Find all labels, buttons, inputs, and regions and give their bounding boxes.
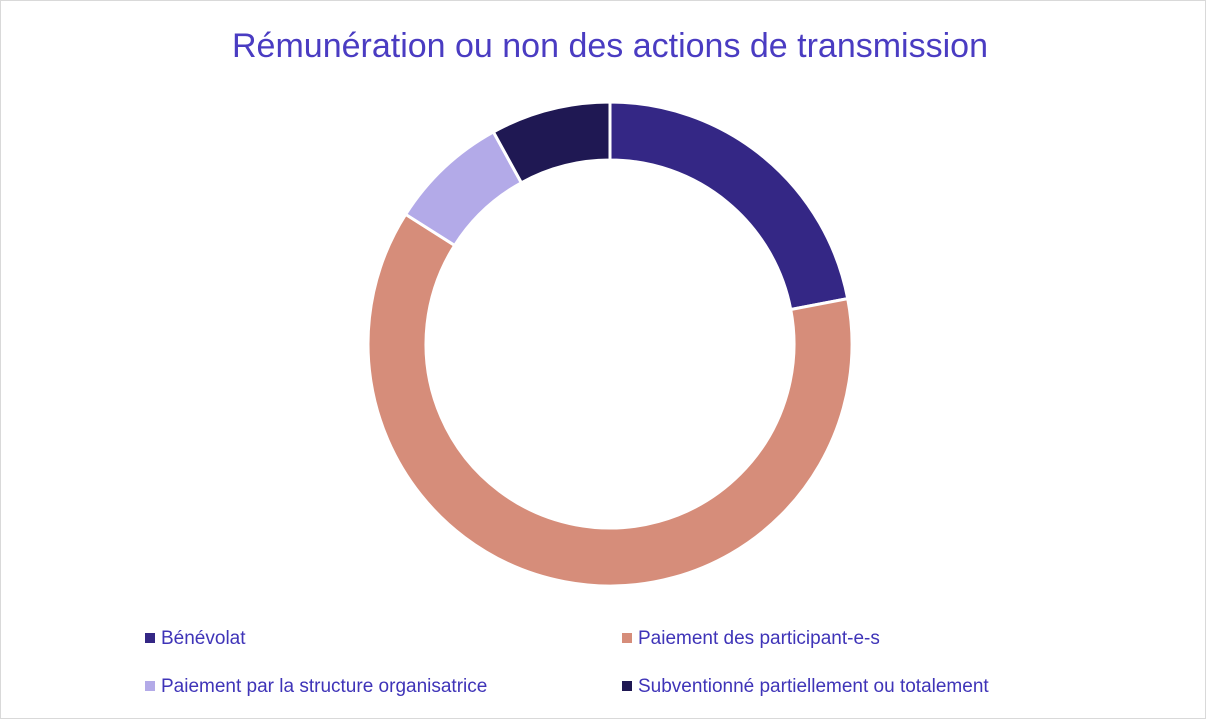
donut-segment xyxy=(491,100,612,185)
legend-label: Bénévolat xyxy=(161,628,246,649)
legend-swatch xyxy=(145,681,155,691)
legend-swatch xyxy=(622,681,632,691)
chart-title: Rémunération ou non des actions de trans… xyxy=(232,27,988,65)
legend-label: Paiement des participant-e-s xyxy=(638,628,880,649)
legend-swatch xyxy=(622,633,632,643)
legend-swatch xyxy=(145,633,155,643)
donut-segment xyxy=(366,212,854,588)
legend-label: Paiement par la structure organisatrice xyxy=(161,676,487,697)
legend-label: Subventionné partiellement ou totalement xyxy=(638,676,989,697)
